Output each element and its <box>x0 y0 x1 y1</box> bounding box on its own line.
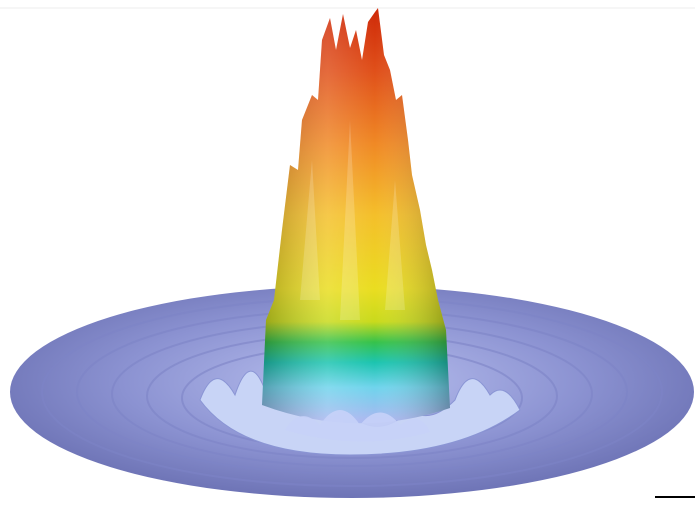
spike-highlights <box>300 120 405 320</box>
front-rubble <box>285 410 430 442</box>
base-bumps <box>199 370 521 456</box>
peak-shading <box>262 8 450 424</box>
